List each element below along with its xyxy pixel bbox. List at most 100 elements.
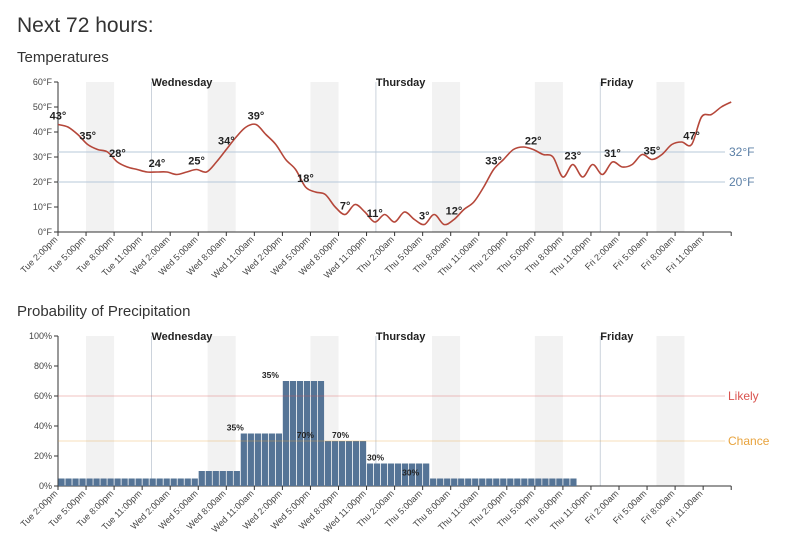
- precip-bar: [416, 463, 423, 486]
- precip-bar: [500, 478, 507, 486]
- precip-bar: [345, 441, 353, 486]
- precip-bar: [563, 478, 570, 486]
- y-tick-label: 40°F: [33, 127, 53, 137]
- y-tick-label: 100%: [29, 331, 52, 341]
- precip-bar: [296, 381, 304, 486]
- night-band: [207, 82, 236, 232]
- night-band: [86, 82, 115, 232]
- precip-bar: [556, 478, 563, 486]
- temperature-data-label: 31°: [604, 148, 621, 160]
- precip-data-label: 70%: [332, 430, 349, 440]
- y-tick-label: 0%: [39, 481, 52, 491]
- precip-bar: [387, 463, 395, 486]
- temperature-data-label: 22°: [525, 136, 542, 148]
- y-tick-label: 30°F: [33, 152, 53, 162]
- precip-bar: [465, 478, 472, 486]
- temperature-line: [57, 101, 732, 226]
- precip-bar: [93, 478, 100, 486]
- y-tick-label: 80%: [34, 361, 52, 371]
- temperature-data-label: 47°: [683, 131, 700, 143]
- precip-bar: [247, 433, 254, 486]
- temperature-data-label: 18°: [297, 173, 314, 185]
- precip-bar: [191, 478, 198, 486]
- precip-bar: [444, 478, 451, 486]
- precip-bar: [163, 478, 170, 486]
- precip-bar: [430, 478, 437, 486]
- precipitation-chart-title: Probability of Precipitation: [17, 303, 191, 320]
- precip-bar: [366, 463, 374, 486]
- precip-bar: [317, 381, 325, 486]
- temperature-data-label: 12°: [446, 206, 463, 218]
- precip-bar: [542, 478, 549, 486]
- temperature-data-label: 24°: [149, 158, 166, 170]
- temperature-data-label: 3°: [419, 211, 430, 223]
- y-tick-label: 60%: [34, 391, 52, 401]
- precip-bar: [261, 433, 268, 486]
- precip-bar: [212, 471, 219, 486]
- precip-bar: [380, 463, 388, 486]
- precip-data-label: 35%: [227, 423, 244, 433]
- day-label: Thursday: [376, 331, 426, 343]
- temperature-data-label: 23°: [564, 151, 581, 163]
- precip-data-label: 30%: [402, 468, 419, 478]
- precip-bar: [507, 478, 514, 486]
- precip-bar: [535, 478, 542, 486]
- precip-bar: [451, 478, 458, 486]
- precip-bar: [240, 433, 247, 486]
- y-tick-label: 40%: [34, 421, 52, 431]
- temperature-data-label: 7°: [340, 201, 351, 213]
- night-band: [656, 336, 685, 486]
- day-label: Friday: [600, 77, 634, 89]
- temperature-data-label: 25°: [188, 156, 205, 168]
- precip-bar: [79, 478, 86, 486]
- precip-bar: [549, 478, 556, 486]
- night-band: [534, 82, 563, 232]
- precip-bar: [373, 463, 381, 486]
- night-band: [432, 336, 461, 486]
- precip-bar: [310, 381, 318, 486]
- precip-bar: [128, 478, 135, 486]
- night-band: [207, 336, 236, 486]
- temperature-data-label: 28°: [109, 148, 126, 160]
- night-band: [432, 82, 461, 232]
- precip-bar: [395, 463, 402, 486]
- y-tick-label: 20°F: [33, 177, 53, 187]
- temperature-data-label: 35°: [644, 146, 661, 158]
- precip-bar: [86, 478, 93, 486]
- reference-label: Likely: [728, 389, 759, 403]
- precip-bar: [268, 433, 275, 486]
- precip-bar: [65, 478, 72, 486]
- precip-bar: [282, 381, 290, 486]
- precip-bar: [205, 471, 212, 486]
- page-title: Next 72 hours:: [17, 14, 154, 37]
- reference-label: Chance: [728, 434, 770, 448]
- temperature-chart-title: Temperatures: [17, 49, 109, 66]
- precip-bar: [528, 478, 535, 486]
- night-band: [656, 82, 685, 232]
- precip-bar: [149, 478, 156, 486]
- precip-bar: [100, 478, 107, 486]
- precip-bar: [170, 478, 177, 486]
- precip-bar: [121, 478, 128, 486]
- day-label: Wednesday: [152, 77, 214, 89]
- precip-bar: [58, 478, 65, 486]
- precip-bar: [570, 478, 577, 486]
- precip-bar: [458, 478, 465, 486]
- precip-bar: [486, 478, 493, 486]
- precip-data-label: 30%: [367, 453, 384, 463]
- y-tick-label: 60°F: [33, 77, 53, 87]
- precip-bar: [437, 478, 444, 486]
- precip-bar: [402, 463, 409, 486]
- precip-bar: [331, 441, 339, 486]
- precip-bar: [303, 381, 311, 486]
- precip-bar: [275, 433, 282, 486]
- precip-bar: [338, 441, 346, 486]
- night-band: [310, 82, 339, 232]
- night-band: [86, 336, 115, 486]
- precip-bar: [156, 478, 163, 486]
- precip-bar: [521, 478, 528, 486]
- temperature-data-label: 33°: [485, 156, 502, 168]
- precip-bar: [472, 478, 479, 486]
- day-label: Thursday: [376, 77, 426, 89]
